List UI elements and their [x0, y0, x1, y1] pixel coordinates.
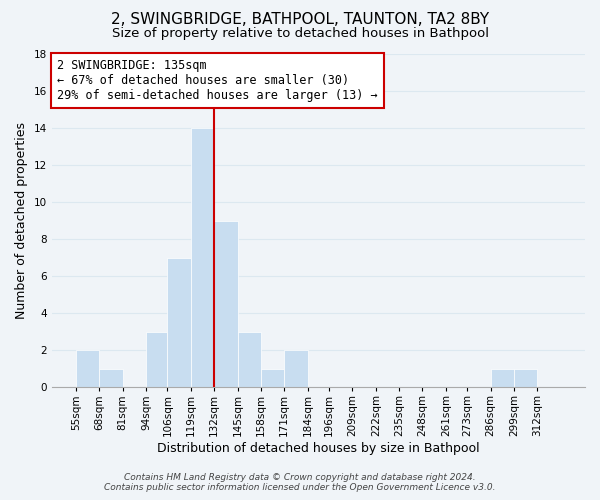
- Y-axis label: Number of detached properties: Number of detached properties: [15, 122, 28, 319]
- Text: Size of property relative to detached houses in Bathpool: Size of property relative to detached ho…: [112, 28, 488, 40]
- Text: 2, SWINGBRIDGE, BATHPOOL, TAUNTON, TA2 8BY: 2, SWINGBRIDGE, BATHPOOL, TAUNTON, TA2 8…: [111, 12, 489, 28]
- Bar: [261, 369, 284, 388]
- Bar: [514, 369, 538, 388]
- Bar: [167, 258, 191, 388]
- Bar: [191, 128, 214, 388]
- Bar: [146, 332, 167, 388]
- Text: Contains HM Land Registry data © Crown copyright and database right 2024.
Contai: Contains HM Land Registry data © Crown c…: [104, 473, 496, 492]
- Bar: [491, 369, 514, 388]
- Bar: [214, 220, 238, 388]
- X-axis label: Distribution of detached houses by size in Bathpool: Distribution of detached houses by size …: [157, 442, 479, 455]
- Bar: [238, 332, 261, 388]
- Bar: [284, 350, 308, 388]
- Text: 2 SWINGBRIDGE: 135sqm
← 67% of detached houses are smaller (30)
29% of semi-deta: 2 SWINGBRIDGE: 135sqm ← 67% of detached …: [57, 59, 377, 102]
- Bar: [76, 350, 99, 388]
- Bar: [99, 369, 122, 388]
